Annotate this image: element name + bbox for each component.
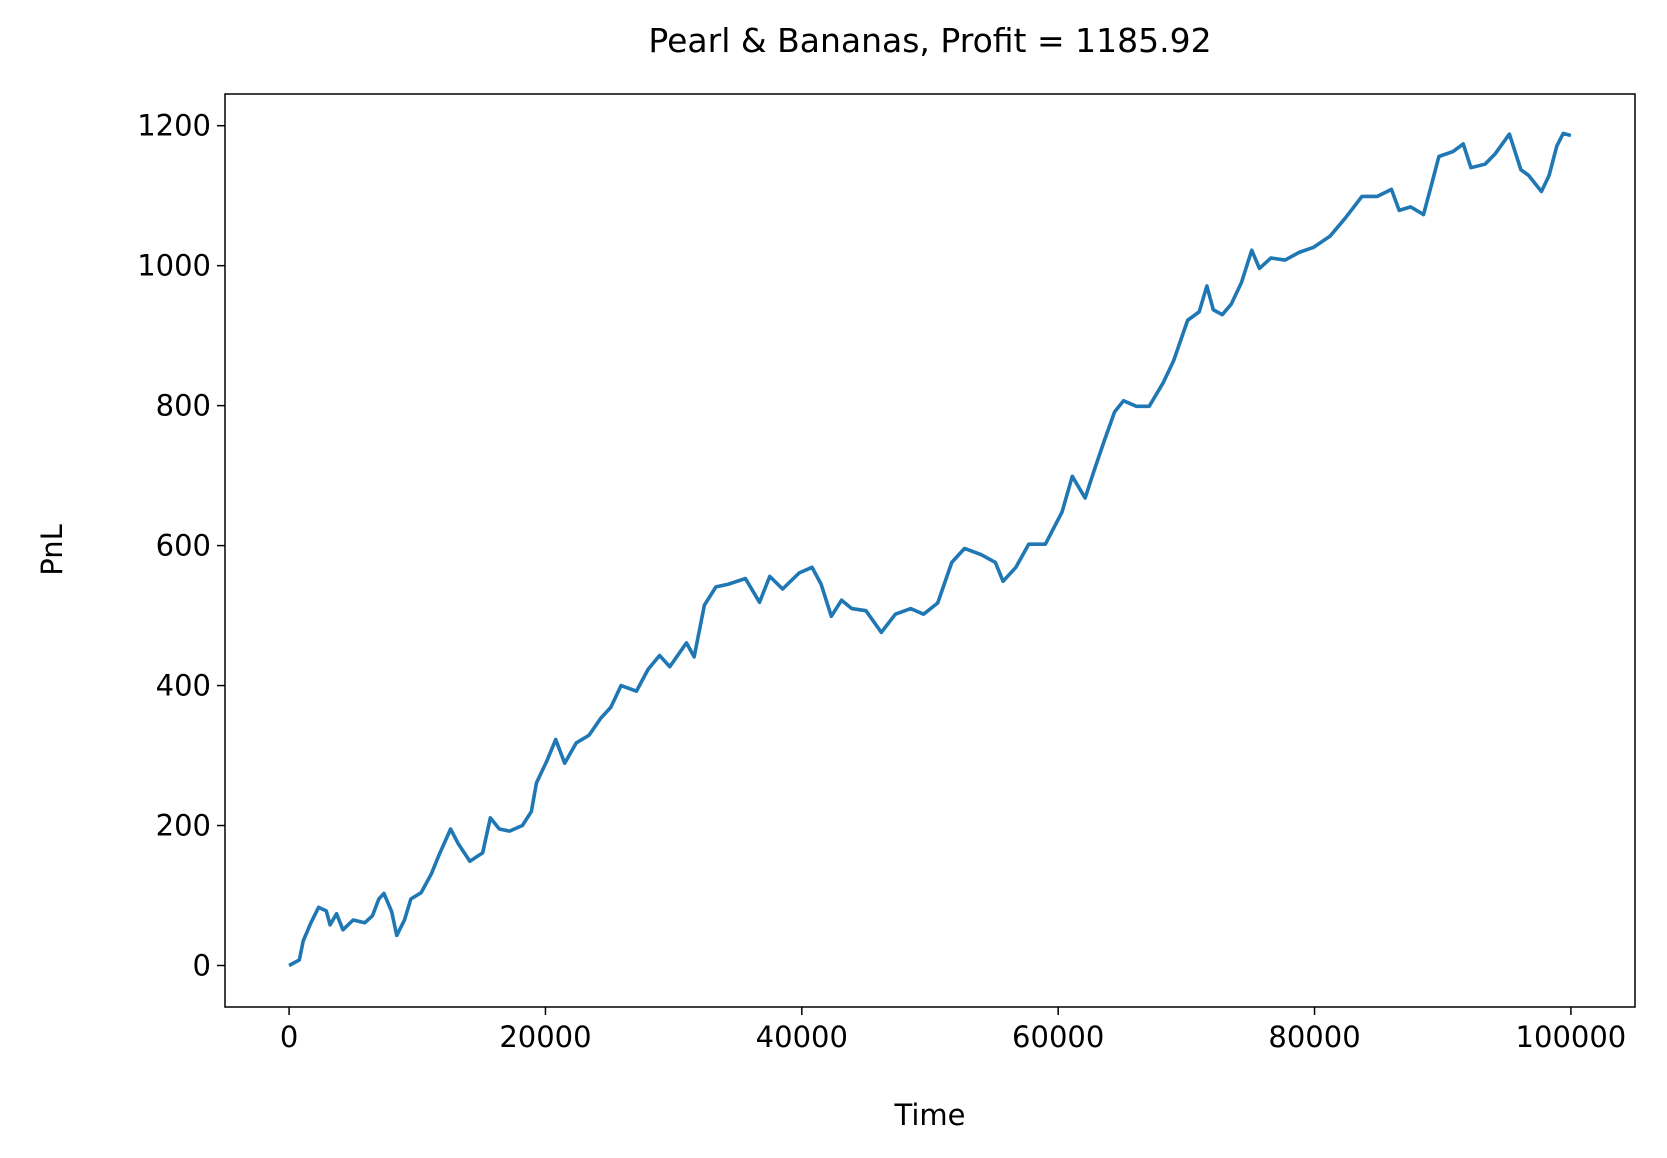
y-tick-label: 600 — [156, 529, 211, 563]
y-tick-label: 400 — [156, 669, 211, 703]
y-tick-label: 800 — [156, 389, 211, 423]
y-tick-label: 0 — [193, 949, 211, 983]
line-series — [288, 131, 1572, 968]
y-axis-label: PnL — [35, 524, 69, 576]
plot-frame — [224, 93, 1636, 1008]
x-tick-label: 60000 — [1012, 1020, 1104, 1054]
y-tick-label: 200 — [156, 809, 211, 843]
chart-title: Pearl & Bananas, Profit = 1185.92 — [648, 21, 1211, 60]
x-tick-label: 100000 — [1516, 1020, 1627, 1054]
y-tick-label: 1000 — [137, 249, 211, 283]
x-tick-label: 80000 — [1268, 1020, 1360, 1054]
y-tick-label: 1200 — [137, 109, 211, 143]
x-tick-label: 20000 — [499, 1020, 591, 1054]
x-axis-label: Time — [894, 1098, 966, 1132]
x-tick-label: 40000 — [756, 1020, 848, 1054]
x-tick-label: 0 — [280, 1020, 298, 1054]
